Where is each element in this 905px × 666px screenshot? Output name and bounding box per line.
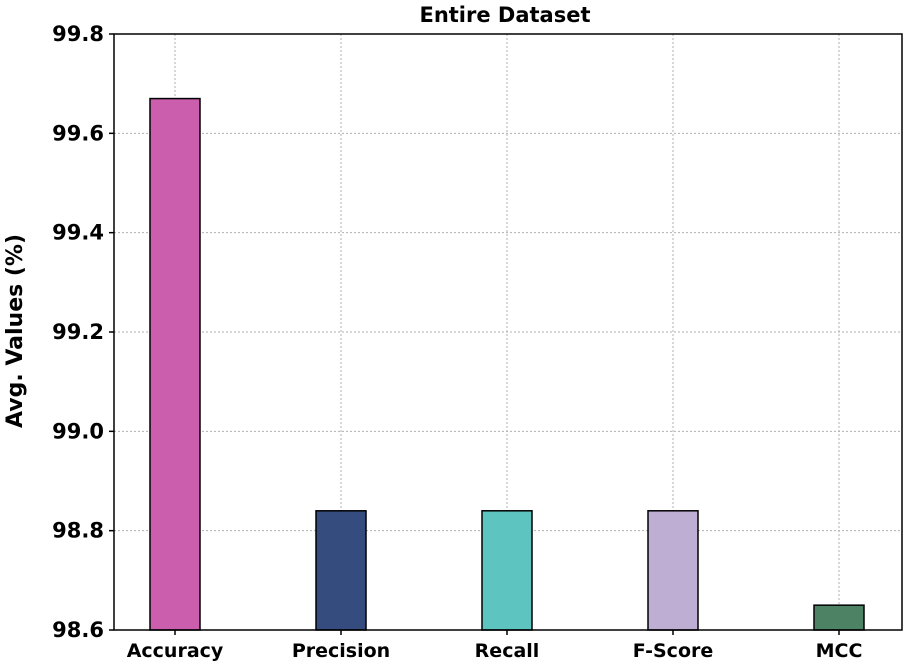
chart-title: Entire Dataset (419, 3, 590, 27)
y-tick-label: 98.8 (52, 519, 104, 543)
y-tick-label: 99.2 (52, 320, 104, 344)
y-tick-label: 98.6 (52, 618, 104, 642)
bar-f-score (647, 510, 699, 631)
bars (149, 97, 865, 631)
y-tick-label: 99.4 (52, 221, 104, 245)
y-tick-label: 99.6 (52, 121, 104, 145)
bar-precision (315, 510, 367, 631)
bar-accuracy (149, 97, 201, 631)
y-tick-label: 99.8 (52, 22, 104, 46)
x-tick-label: Accuracy (127, 640, 224, 662)
x-tick-label: F-Score (633, 640, 714, 662)
plot-frame (113, 33, 903, 631)
x-axis-ticks: Accuracy Precision Recall F-Score MCC (127, 630, 863, 662)
y-axis-ticks: 98.6 98.8 99.0 99.2 99.4 99.6 99.8 (52, 22, 114, 642)
bar-recall (481, 510, 533, 631)
y-tick-label: 99.0 (52, 419, 104, 443)
bar-mcc (813, 604, 865, 631)
x-tick-label: Precision (292, 640, 390, 662)
x-tick-label: Recall (475, 640, 540, 662)
y-axis-label: Avg. Values (%) (3, 234, 28, 428)
x-tick-label: MCC (816, 640, 863, 662)
